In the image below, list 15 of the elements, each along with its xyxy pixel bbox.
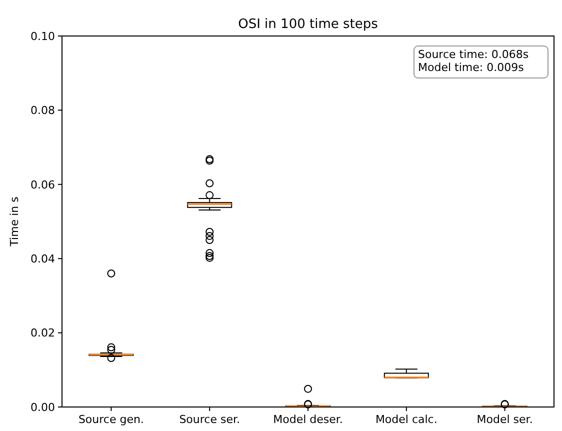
y-tick-label: 0.06	[30, 178, 55, 192]
y-tick-label: 0.04	[30, 252, 55, 266]
x-tick-label: Model deser.	[273, 413, 343, 426]
x-tick-label: Source ser.	[179, 413, 240, 426]
x-tick-label: Source gen.	[78, 413, 144, 426]
x-tick-label: Model ser.	[476, 413, 533, 426]
chart-title: OSI in 100 time steps	[238, 17, 378, 32]
annotation: Model time: 0.009s	[418, 61, 524, 74]
y-tick-label: 0.08	[30, 104, 55, 118]
y-tick-label: 0.02	[30, 326, 55, 340]
y-tick-label: 0.10	[30, 30, 55, 43]
y-axis-title: Time in s	[8, 196, 21, 248]
annotation: Source time: 0.068s	[418, 48, 529, 61]
x-tick-label: Model calc.	[375, 413, 438, 426]
y-tick-label: 0.00	[30, 400, 55, 414]
